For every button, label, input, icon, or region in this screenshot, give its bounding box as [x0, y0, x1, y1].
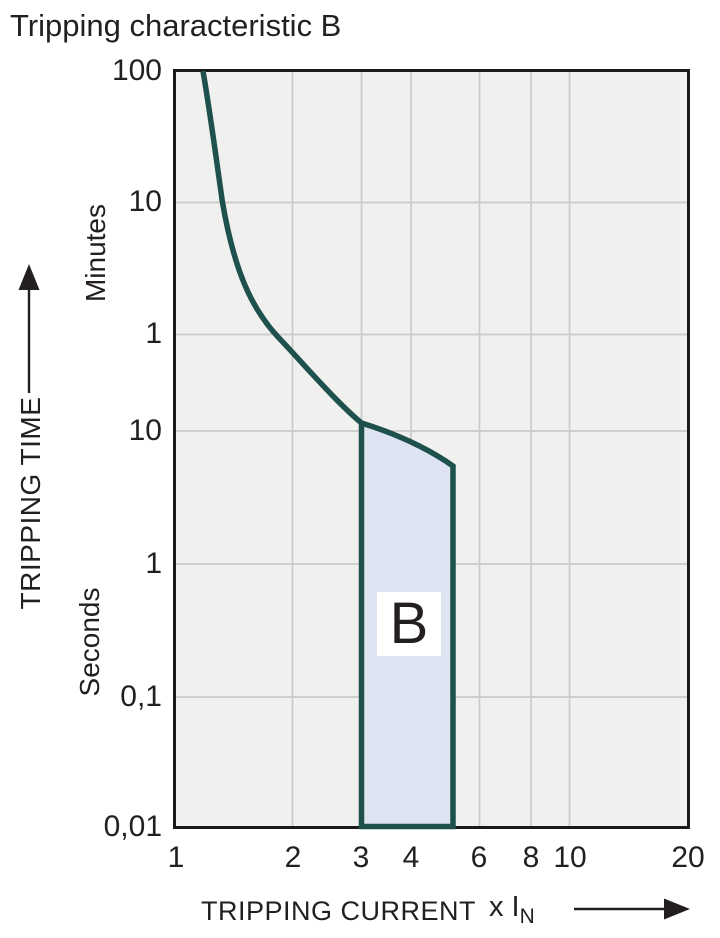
region-b-label: B	[389, 591, 429, 656]
y-tick-1min: 1	[145, 317, 162, 350]
x-tick-20: 20	[671, 841, 705, 874]
x-tick-4: 4	[402, 841, 420, 874]
x-tick-2: 2	[284, 841, 302, 874]
y-tick-10min: 10	[128, 185, 162, 218]
multiplier-subscript: N	[519, 904, 535, 928]
y-tick-01s: 0,1	[120, 680, 162, 713]
y-tick-10s: 10	[128, 414, 162, 447]
multiplier-base: x I	[489, 891, 520, 923]
x-tick-3: 3	[352, 841, 370, 874]
y-tick-1s: 1	[145, 547, 162, 580]
tripping-curve	[200, 70, 364, 426]
arrow-up-icon	[18, 264, 40, 393]
minutes-unit-label: Minutes	[80, 203, 111, 303]
chart-title: Tripping characteristic B	[10, 8, 342, 43]
x-tick-6: 6	[470, 841, 488, 874]
x-tick-10: 10	[553, 841, 587, 874]
x-tick-1: 1	[167, 841, 185, 874]
arrow-right-icon	[574, 898, 690, 920]
region-b-label-box: B	[377, 592, 441, 656]
x-axis-multiplier: x IN	[489, 891, 535, 929]
y-axis-title: TRIPPING TIME	[15, 396, 46, 610]
x-tick-8: 8	[522, 841, 540, 874]
x-axis-title: TRIPPING CURRENT	[201, 896, 477, 926]
y-tick-100min: 100	[111, 54, 162, 87]
seconds-unit-label: Seconds	[74, 587, 105, 697]
y-tick-001s: 0,01	[103, 810, 162, 843]
